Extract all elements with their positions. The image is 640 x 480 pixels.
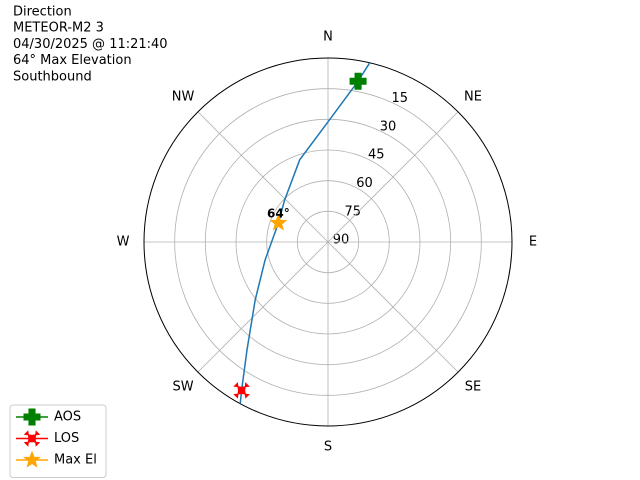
grid-spoke [197, 111, 329, 243]
r-tick-label: 90 [333, 233, 350, 248]
grid-spoke [327, 111, 459, 243]
plot-border [143, 57, 513, 427]
title-line: 64° Max Elevation [13, 53, 132, 68]
title-line: 04/30/2025 @ 11:21:40 [13, 37, 168, 52]
r-tick-label: 75 [345, 204, 362, 219]
legend-label: LOS [54, 431, 79, 446]
marker-star [269, 213, 288, 231]
r-tick-label: 45 [368, 148, 385, 163]
title-line: Southbound [13, 69, 92, 84]
theta-tick-label: NW [172, 90, 195, 105]
legend-label: AOS [54, 410, 81, 425]
theta-tick-label: E [529, 235, 537, 250]
grid-spoke [197, 241, 329, 373]
title-line: Direction [13, 5, 72, 20]
marker-x [233, 382, 250, 399]
r-tick-label: 30 [380, 119, 397, 134]
theta-tick-label: SE [465, 379, 481, 394]
marker-plus [349, 72, 367, 90]
grid-spoke [327, 241, 459, 373]
title-line: METEOR-M2 3 [13, 21, 104, 36]
theta-tick-label: SW [172, 379, 193, 394]
theta-tick-label: N [323, 30, 333, 45]
legend-marker [23, 408, 41, 426]
annotation: 64° [267, 206, 290, 220]
theta-tick-label: S [324, 440, 332, 455]
theta-tick-label: W [117, 235, 130, 250]
legend-marker [23, 450, 41, 468]
legend-marker [23, 430, 41, 447]
theta-tick-label: NE [464, 90, 482, 105]
legend-label: Max El [54, 453, 97, 468]
r-tick-label: 15 [391, 91, 408, 106]
r-tick-label: 60 [356, 176, 373, 191]
